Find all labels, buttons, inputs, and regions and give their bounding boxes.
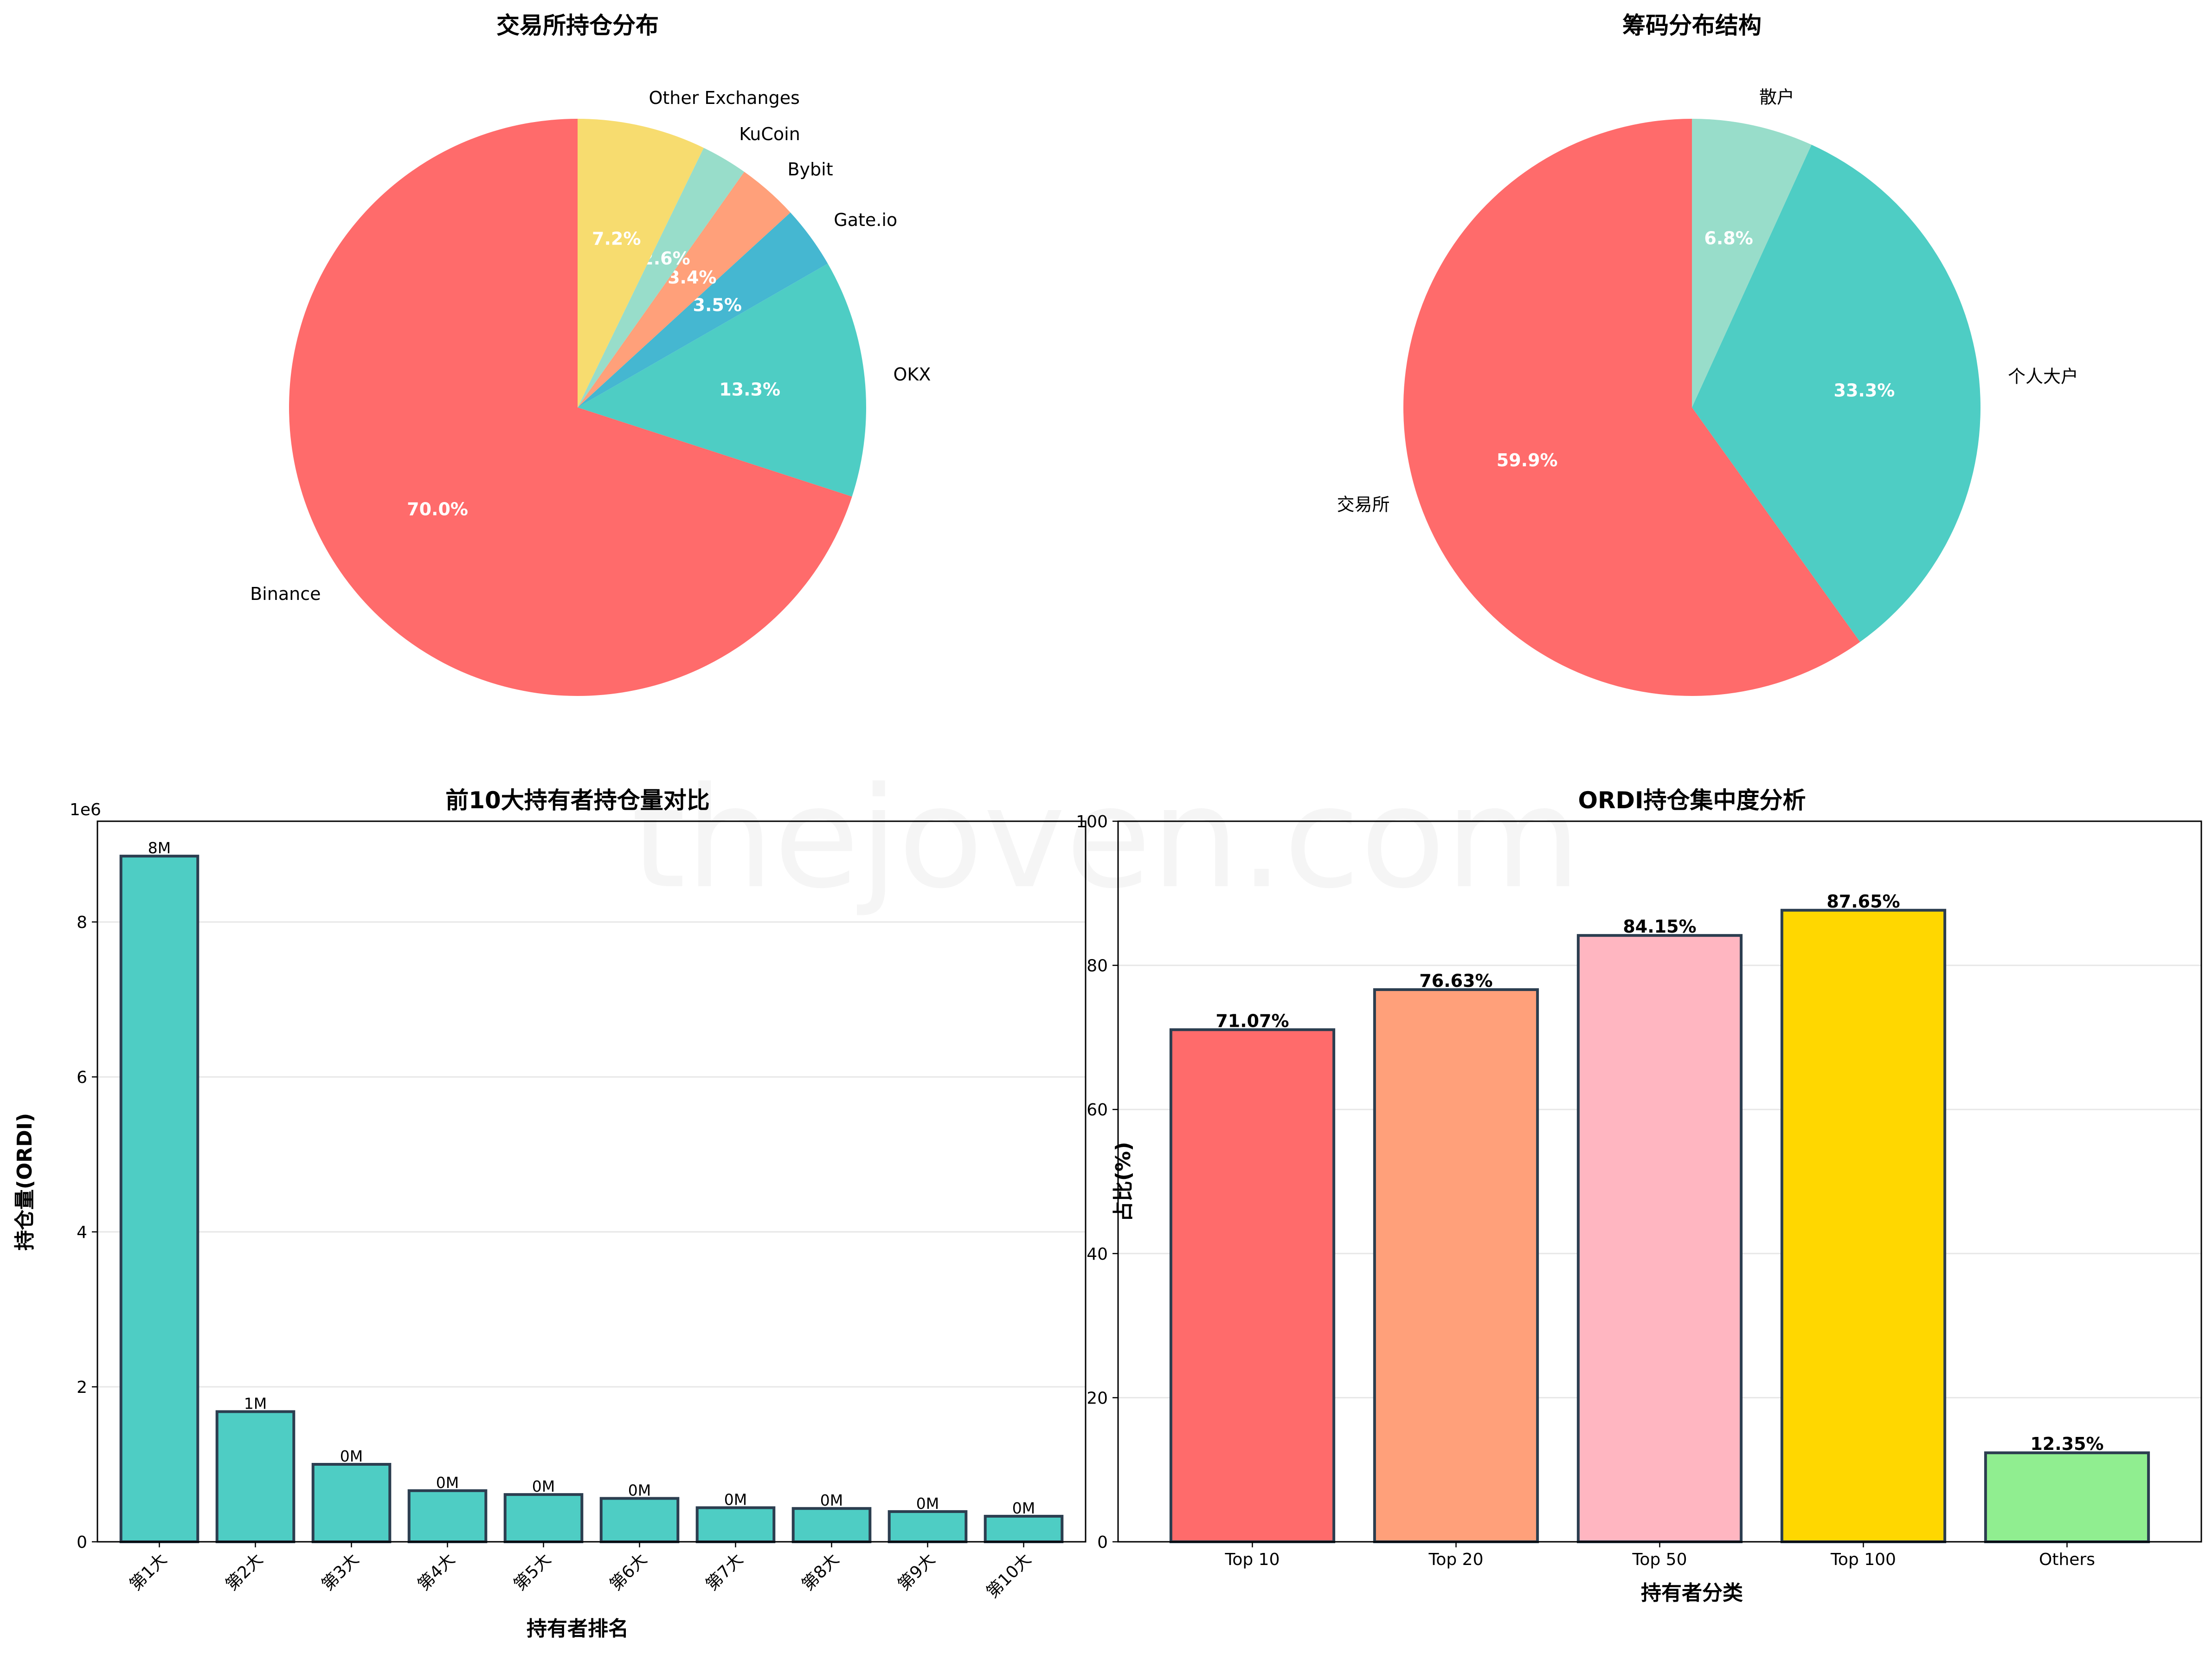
bar1-xtick-label-0: 第1大 (126, 1550, 171, 1594)
pie1-slice-label-4: KuCoin (739, 124, 800, 144)
bar2-bar-value-label-2: 84.15% (1623, 916, 1696, 937)
bar1-bar-value-label-7: 0M (820, 1491, 843, 1509)
pie1-slice-percent-0: 70.0% (407, 499, 468, 519)
bar1-bar-8 (887, 1510, 968, 1544)
pie2-slice-percent-1: 33.3% (1834, 380, 1895, 401)
pie2-slice-label-1: 个人大户 (2008, 366, 2078, 386)
bar1-bar-4 (503, 1493, 584, 1543)
bar1-bar-6 (695, 1506, 776, 1543)
bar1-bar-value-label-6: 0M (724, 1491, 747, 1509)
bar2-bar-0 (1169, 1028, 1336, 1543)
bar1-title: 前10大持有者持仓量对比 (445, 787, 710, 814)
bar1-bar-1 (215, 1410, 296, 1543)
pie1-slice-label-1: OKX (894, 364, 931, 385)
bar1-xtick-label-1: 第2大 (222, 1550, 267, 1594)
pie1-slice-percent-5: 7.2% (592, 228, 641, 249)
bar2-ytick-label-1: 20 (1087, 1389, 1108, 1408)
bar1-ytick-label-4: 8 (77, 913, 87, 932)
bar1-bar-value-label-5: 0M (628, 1481, 651, 1499)
chip-distribution-pie-chart: 筹码分布结构 59.9% 交易所 33.3% 个人大户 6.8% 散户 (1337, 12, 2078, 696)
bar1-bar-5 (599, 1497, 680, 1544)
watermark: thejoven.com (631, 757, 1581, 919)
pie1-title: 交易所持仓分布 (496, 12, 659, 39)
pie2-title: 筹码分布结构 (1622, 12, 1762, 39)
bar1-xtick-label-6: 第7大 (702, 1550, 747, 1594)
bar1-bar-0 (119, 855, 199, 1543)
pie1-slice-label-2: Gate.io (834, 210, 897, 230)
bar1-x-axis-label: 持有者排名 (527, 1617, 629, 1641)
bar1-bar-value-label-0: 8M (148, 839, 171, 857)
bar2-xtick-label-3: Top 100 (1830, 1550, 1896, 1569)
bar1-ytick-label-2: 4 (77, 1223, 87, 1242)
bar1-ytick-label-0: 0 (77, 1533, 87, 1552)
pie1-slice-label-3: Bybit (787, 159, 833, 180)
pie2-slice-label-0: 交易所 (1337, 494, 1390, 515)
bar2-ytick-label-0: 0 (1097, 1533, 1108, 1552)
bar1-xtick-label-3: 第4大 (414, 1550, 459, 1594)
pie2-slice-0 (1403, 119, 1860, 696)
bar1-xtick-label-8: 第9大 (894, 1550, 939, 1594)
bar1-xtick-label-9: 第10大 (983, 1550, 1035, 1602)
bar2-x-axis-label: 持有者分类 (1641, 1581, 1743, 1605)
bar2-bar-value-label-0: 71.07% (1215, 1011, 1289, 1031)
bar1-bar-2 (311, 1463, 392, 1543)
pie2-slice-1 (1692, 144, 1981, 642)
bar2-bar-value-label-4: 12.35% (2030, 1434, 2103, 1454)
bar1-bar-9 (984, 1514, 1064, 1544)
bar1-bar-value-label-1: 1M (244, 1394, 267, 1412)
bar1-xtick-label-2: 第3大 (318, 1550, 363, 1594)
bar1-bar-3 (407, 1489, 488, 1544)
bar1-bar-value-label-8: 0M (916, 1494, 939, 1513)
pie1-slice-1 (578, 264, 867, 497)
bar2-y-axis-label: 占比(%) (1112, 1142, 1135, 1222)
bar2-bar-4 (1984, 1451, 2150, 1544)
bar2-bar-1 (1373, 988, 1539, 1543)
pie1-slice-2 (578, 212, 828, 407)
pie1-slice-5 (578, 119, 704, 407)
bar2-ytick-label-4: 80 (1087, 957, 1108, 976)
bar2-xtick-label-0: Top 10 (1224, 1550, 1280, 1569)
bar1-xtick-label-7: 第8大 (798, 1550, 843, 1594)
bar1-bar-value-label-2: 0M (340, 1447, 363, 1465)
bar1-xtick-label-4: 第5大 (510, 1550, 555, 1594)
ordi-concentration-bar-chart: ORDI持仓集中度分析 持有者分类 占比(%) 0 20 40 60 80 100 71.0… (1076, 787, 2202, 1605)
pie2-slice-label-2: 散户 (1759, 87, 1794, 107)
bar1-plot-frame (96, 820, 1087, 1543)
bar2-xtick-label-2: Top 50 (1632, 1550, 1687, 1569)
pie2-slice-2 (1692, 119, 1812, 407)
bar1-bar-7 (791, 1507, 872, 1543)
bar2-ytick-label-5: 100 (1076, 812, 1108, 831)
bar1-bar-value-label-9: 0M (1012, 1499, 1035, 1517)
pie2-slice-percent-0: 59.9% (1497, 450, 1558, 470)
pie1-slice-percent-3: 3.4% (668, 267, 716, 288)
bar1-bar-value-label-4: 0M (532, 1477, 555, 1495)
bar2-xtick-label-4: Others (2039, 1550, 2095, 1569)
bar2-plot-frame (1117, 820, 2202, 1543)
pie1-slice-3 (578, 172, 791, 407)
pie1-slice-percent-1: 13.3% (719, 379, 780, 399)
pie1-slice-0 (289, 119, 852, 696)
bar1-ytick-label-3: 6 (77, 1068, 87, 1087)
pie1-slice-percent-2: 3.5% (693, 295, 742, 316)
bar1-y-axis-label: 持仓量(ORDI) (13, 1113, 37, 1250)
bar2-ytick-label-3: 60 (1087, 1101, 1108, 1120)
bar1-offset-label: 1e6 (70, 800, 101, 819)
bar1-xtick-label-5: 第6大 (606, 1550, 651, 1594)
bar1-ytick-label-1: 2 (77, 1378, 87, 1397)
pie2-slice-percent-2: 6.8% (1704, 228, 1753, 248)
pie1-slice-4 (578, 148, 745, 407)
bar2-bar-2 (1576, 934, 1743, 1543)
bar1-bar-value-label-3: 0M (436, 1474, 459, 1492)
exchange-holdings-pie-chart: 交易所持仓分布 70.0% Binance 13.3% OKX 3.5% Gate.io 3… (250, 12, 931, 696)
bar2-ytick-label-2: 40 (1087, 1245, 1108, 1264)
pie1-slice-label-5: Other Exchanges (649, 88, 799, 108)
bar2-bar-value-label-3: 87.65% (1826, 891, 1900, 912)
bar2-title: ORDI持仓集中度分析 (1578, 787, 1806, 814)
bar2-xtick-label-1: Top 20 (1428, 1550, 1483, 1569)
bar2-bar-value-label-1: 76.63% (1419, 971, 1492, 991)
pie1-slice-label-0: Binance (250, 584, 321, 604)
bar2-bar-3 (1780, 908, 1947, 1543)
